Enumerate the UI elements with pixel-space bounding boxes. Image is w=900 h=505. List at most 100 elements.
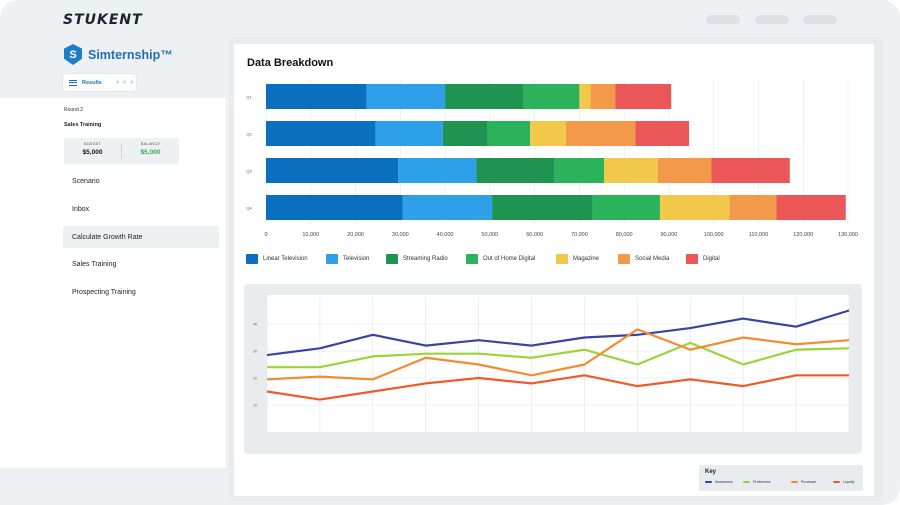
- sidebar-item-sales-training[interactable]: Sales Training: [72, 260, 117, 268]
- line-series-awareness: [266, 309, 850, 357]
- bar-linear-television-q2: [266, 121, 376, 146]
- brand-name: Simternship™: [88, 47, 173, 62]
- legend-label: Streaming Radio: [403, 256, 448, 262]
- results-label: Results: [82, 79, 102, 86]
- budget-value: $5,000: [82, 149, 103, 156]
- bar-streaming-radio-q3: [476, 158, 555, 183]
- bar-x-tick-label: 60,000: [526, 232, 543, 238]
- bar-x-tick-label: 120,000: [793, 232, 813, 238]
- sidebar-item-prospecting-training[interactable]: Prospecting Training: [72, 288, 136, 296]
- legend-swatch: [686, 254, 698, 264]
- legend-swatch: [466, 254, 478, 264]
- balance-caption: BALANCE: [140, 142, 161, 146]
- legend-item-television: Television: [326, 254, 369, 264]
- bar-television-q3: [398, 158, 477, 183]
- bar-digital-q1: [615, 84, 672, 109]
- bar-streaming-radio-q2: [442, 121, 488, 146]
- bar-x-tick-label: 50,000: [481, 232, 498, 238]
- budget-block: BUDGET $5,000: [64, 142, 121, 156]
- bar-social-media-q2: [565, 121, 636, 146]
- key-label: Awareness: [715, 480, 733, 484]
- legend-label: Magazine: [573, 256, 600, 262]
- bar-y-tick-label: Q2: [246, 132, 252, 137]
- section-title: Sales Training: [64, 122, 102, 128]
- bar-x-tick-label: 80,000: [616, 232, 633, 238]
- bar-digital-q3: [711, 158, 790, 183]
- legend-item-linear-television: Linear Television: [246, 254, 308, 264]
- bar-television-q1: [366, 84, 446, 109]
- top-nav-placeholder-3[interactable]: [803, 15, 837, 24]
- key-label: Loyalty: [843, 480, 855, 484]
- key-item-awareness: Awareness: [705, 480, 733, 484]
- bar-television-q4: [402, 195, 493, 220]
- legend-label: Digital: [703, 256, 720, 262]
- budget-balance-card: BUDGET $5,000 BALANCE $5,000: [64, 138, 179, 164]
- bar-digital-q2: [635, 121, 690, 146]
- legend-item-streaming-radio: Streaming Radio: [386, 254, 448, 264]
- balance-value: $5,000: [140, 149, 161, 156]
- legend-item-social-media: Social Media: [618, 254, 669, 264]
- bar-x-tick-label: 70,000: [571, 232, 588, 238]
- bar-y-tick-label: Q4: [246, 206, 252, 211]
- bar-magazine-q3: [604, 158, 658, 183]
- key-item-purchase: Purchase: [791, 480, 816, 484]
- line-y-tick-label: 20: [253, 377, 257, 381]
- bar-out-of-home-digital-q4: [592, 195, 660, 220]
- simternship-shield-icon: S: [64, 44, 82, 65]
- bar-social-media-q4: [729, 195, 777, 220]
- bar-x-tick-label: 110,000: [749, 232, 768, 238]
- legend-swatch: [386, 254, 398, 264]
- line-series-purchase: [266, 328, 850, 381]
- simternship-brand: S Simternship™: [64, 44, 173, 65]
- bar-television-q2: [375, 121, 443, 146]
- key-title: Key: [705, 469, 717, 475]
- results-button[interactable]: Results ★ ★ ★: [63, 74, 136, 91]
- top-nav-placeholder-1[interactable]: [706, 15, 740, 24]
- legend-label: Out of Home Digital: [483, 256, 536, 262]
- line-y-tick-label: 10: [253, 404, 257, 408]
- bar-streaming-radio-q1: [445, 84, 524, 109]
- legend-item-magazine: Magazine: [556, 254, 599, 264]
- key-label: Preference: [753, 480, 771, 484]
- stukent-logo: STUKENT: [63, 12, 143, 28]
- star-rating-icon: ★ ★ ★: [114, 80, 135, 86]
- bar-x-tick-label: 10,000: [302, 232, 319, 238]
- bar-social-media-q1: [590, 84, 616, 109]
- key-swatch: [743, 481, 750, 483]
- legend-label: Television: [343, 256, 370, 262]
- bar-x-tick-label: 130,000: [838, 232, 858, 238]
- legend-label: Linear Television: [263, 256, 308, 262]
- bar-y-tick-label: Q3: [246, 169, 252, 174]
- line-series-preference: [267, 341, 850, 369]
- legend-item-digital: Digital: [686, 254, 720, 264]
- sidebar-item-calculate-growth-rate[interactable]: Calculate Growth Rate: [63, 226, 219, 248]
- key-item-loyalty: Loyalty: [833, 480, 854, 484]
- bar-magazine-q4: [659, 195, 730, 220]
- bar-out-of-home-digital-q3: [554, 158, 605, 183]
- sidebar-item-scenario[interactable]: Scenario: [72, 177, 100, 185]
- line-y-tick-label: 30: [253, 350, 257, 354]
- round-label: Round 2: [64, 107, 83, 113]
- legend-item-out-of-home-digital: Out of Home Digital: [466, 254, 535, 264]
- bar-x-tick-label: 40,000: [437, 232, 454, 238]
- legend-label: Social Media: [635, 256, 670, 262]
- top-nav-placeholder-2[interactable]: [755, 15, 789, 24]
- menu-icon: [69, 79, 77, 86]
- money-divider: [121, 143, 122, 159]
- bar-y-tick-label: Q1: [246, 95, 252, 100]
- line-y-tick-label: 40: [253, 323, 257, 327]
- bar-x-tick-label: 0: [264, 232, 267, 238]
- key-swatch: [791, 481, 798, 483]
- bar-out-of-home-digital-q2: [487, 121, 531, 146]
- sidebar-item-inbox[interactable]: Inbox: [72, 205, 90, 213]
- bar-social-media-q3: [657, 158, 712, 183]
- bar-linear-television-q3: [266, 158, 399, 183]
- key-swatch: [833, 481, 840, 483]
- page-title: Data Breakdown: [247, 57, 334, 69]
- bar-streaming-radio-q4: [492, 195, 593, 220]
- legend-swatch: [618, 254, 630, 264]
- key-swatch: [705, 481, 712, 483]
- bar-x-tick-label: 20,000: [347, 232, 364, 238]
- legend-swatch: [246, 254, 258, 264]
